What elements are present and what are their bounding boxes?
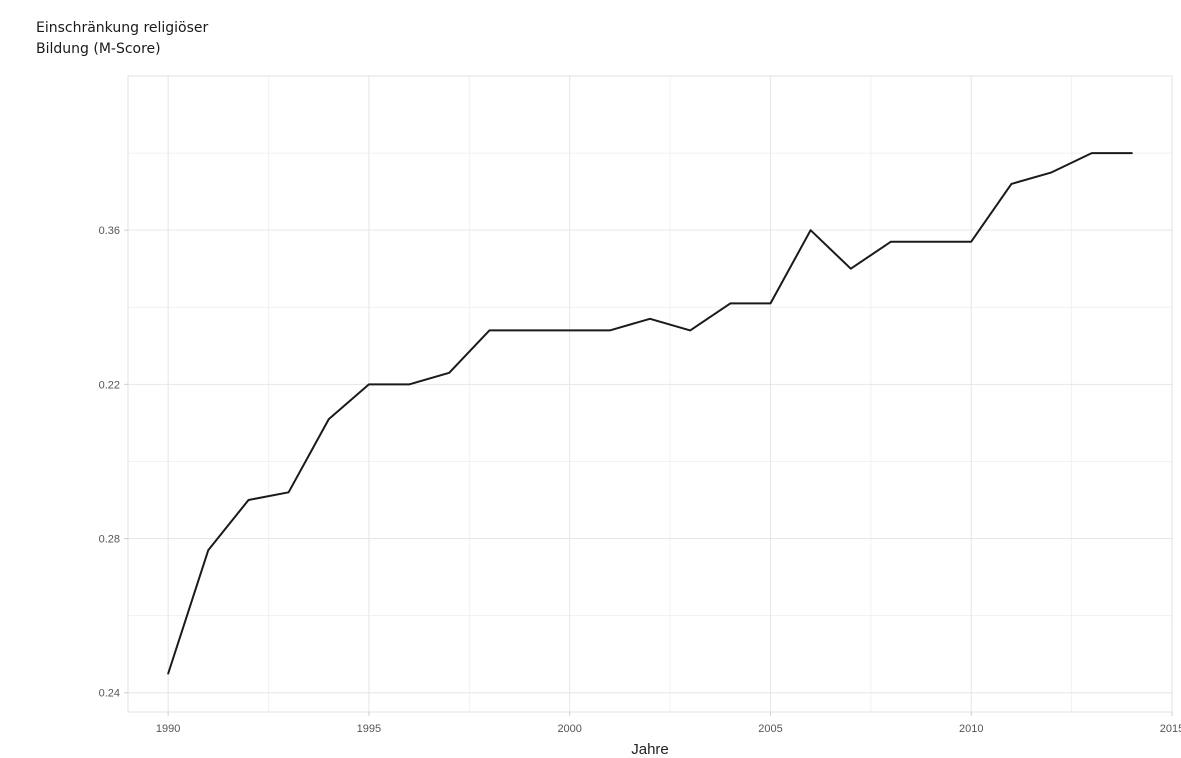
- x-axis-title: Jahre: [631, 741, 669, 758]
- minor-gridlines: [128, 76, 1172, 712]
- y-axis-title-line-2: Bildung (M-Score): [36, 41, 161, 57]
- series-line: [167, 152, 1133, 675]
- x-tick-label: 2000: [557, 723, 581, 735]
- x-axis-ticks: 1990 1995 2000 2005 2010 2015: [156, 712, 1181, 735]
- y-tick-label: 0.24: [99, 688, 120, 700]
- y-axis-title-line-1: Einschränkung religiöser: [36, 20, 209, 36]
- series-layer: [167, 152, 1133, 675]
- y-axis-title: Einschränkung religiöser Bildung (M-Scor…: [36, 18, 208, 60]
- x-tick-label: 1995: [357, 723, 381, 735]
- y-tick-label: 0.28: [99, 534, 120, 546]
- y-axis-ticks: 0.24 0.28 0.22 0.36: [99, 225, 128, 700]
- x-tick-label: 1990: [156, 723, 180, 735]
- x-tick-label: 2015: [1160, 723, 1181, 735]
- x-tick-label: 2005: [758, 723, 782, 735]
- y-tick-label: 0.22: [99, 379, 120, 391]
- x-tick-label: 2010: [959, 723, 983, 735]
- plot-border: [127, 75, 1173, 713]
- y-tick-label: 0.36: [99, 225, 120, 237]
- plot-background: [128, 76, 1172, 712]
